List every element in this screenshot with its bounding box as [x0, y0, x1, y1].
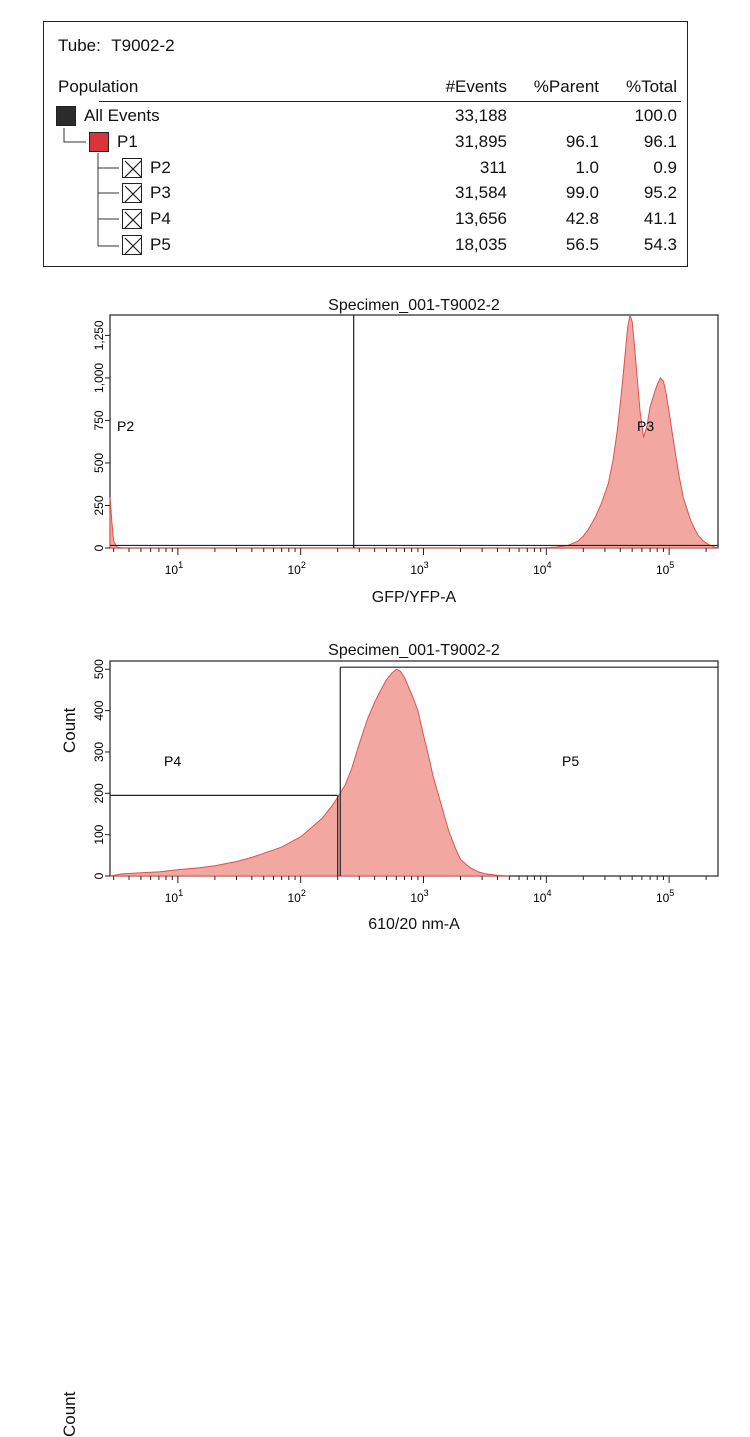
y-tick-label: 500 [92, 453, 106, 473]
y-tick-label: 400 [92, 700, 106, 720]
gate-box-icon [122, 209, 142, 229]
gate-label-p2: P2 [117, 418, 134, 434]
table-row: P1 31,895 96.1 96.1 [44, 132, 687, 156]
table-row: P3 31,584 99.0 95.2 [44, 183, 687, 207]
y-tick-label: 1,000 [92, 363, 106, 393]
population-name: All Events [84, 106, 160, 125]
population-name: P1 [117, 132, 138, 151]
statistics-table: Tube: T9002-2 Population #Events %Parent… [43, 21, 688, 267]
events-value: 311 [479, 158, 507, 177]
population-name: P4 [150, 209, 171, 228]
parent-percent: 96.1 [565, 132, 599, 151]
total-percent: 41.1 [643, 209, 677, 228]
chart-title: Specimen_001-T9002-2 [328, 642, 500, 659]
x-tick-label: 105 [656, 560, 674, 577]
total-percent: 100.0 [634, 106, 677, 125]
parent-percent: 42.8 [565, 209, 599, 228]
y-tick-label: 200 [92, 783, 106, 803]
header-total: %Total [625, 77, 677, 96]
histogram-chart-gfp: 0 250 500 750 1,000 1,250 101 102 103 104 105 P2 P3 [92, 314, 719, 577]
events-value: 13,656 [455, 209, 507, 228]
header-parent: %Parent [533, 77, 599, 96]
population-color-swatch [89, 132, 109, 152]
x-tick-label: 104 [533, 560, 551, 577]
x-tick-label: 103 [410, 560, 428, 577]
tube-line: Tube: T9002-2 [58, 36, 181, 56]
y-tick-label: 100 [92, 824, 106, 844]
table-row: All Events 33,188 100.0 [44, 106, 687, 130]
tube-name: T9002-2 [111, 36, 175, 55]
table-row: P4 13,656 42.8 41.1 [44, 209, 687, 233]
events-value: 31,895 [455, 132, 507, 151]
gate-box-icon [122, 235, 142, 255]
gate-label-p3: P3 [637, 418, 654, 434]
x-tick-label: 102 [288, 560, 306, 577]
parent-percent: 1.0 [575, 158, 599, 177]
y-tick-label: 0 [92, 544, 106, 551]
total-percent: 95.2 [643, 183, 677, 202]
events-value: 18,035 [455, 235, 507, 254]
x-tick-label: 105 [656, 888, 674, 905]
y-tick-label: 750 [92, 410, 106, 430]
gate-label-p4: P4 [164, 753, 181, 769]
x-axis-label: GFP/YFP-A [371, 589, 457, 606]
y-tick-label: 500 [92, 659, 106, 679]
tube-label: Tube: [58, 36, 101, 55]
chart-title: Specimen_001-T9002-2 [328, 297, 500, 314]
total-percent: 0.9 [653, 158, 677, 177]
total-percent: 54.3 [643, 235, 677, 254]
x-axis-label: 610/20 nm-A [368, 916, 460, 933]
gate-box-icon [122, 158, 142, 178]
population-name: P2 [150, 158, 171, 177]
x-tick-label: 102 [288, 888, 306, 905]
histogram-area [109, 314, 719, 549]
y-tick-label: 250 [92, 495, 106, 515]
gate-label-p5: P5 [562, 753, 579, 769]
population-color-swatch [56, 106, 76, 126]
histogram-chart-610: 0 100 200 300 400 500 101 102 103 104 105 P4 P5 [92, 659, 719, 905]
header-events: #Events [445, 77, 507, 96]
histogram-panel-gfp: Specimen_001-T9002-2 Count GFP/YFP-A [0, 295, 750, 753]
header-divider [99, 101, 681, 102]
y-tick-label: 0 [92, 872, 106, 879]
total-percent: 96.1 [643, 132, 677, 151]
x-tick-label: 101 [165, 888, 183, 905]
population-name: P5 [150, 235, 171, 254]
x-tick-label: 103 [410, 888, 428, 905]
y-axis-label: Count [60, 1391, 79, 1437]
header-population: Population [58, 77, 139, 96]
population-name: P3 [150, 183, 171, 202]
table-row: P2 311 1.0 0.9 [44, 158, 687, 182]
events-value: 31,584 [455, 183, 507, 202]
parent-percent: 56.5 [565, 235, 599, 254]
y-tick-label: 1,250 [92, 320, 106, 350]
x-tick-label: 101 [165, 560, 183, 577]
x-tick-label: 104 [533, 888, 551, 905]
histogram-panel-610: Specimen_001-T9002-2 Count 610/20 nm-A [0, 640, 750, 1437]
table-row: P5 18,035 56.5 54.3 [44, 235, 687, 259]
events-value: 33,188 [455, 106, 507, 125]
y-tick-label: 300 [92, 742, 106, 762]
parent-percent: 99.0 [565, 183, 599, 202]
table-header: Population #Events %Parent %Total [44, 77, 687, 101]
histogram-area [109, 668, 510, 877]
gate-box-icon [122, 183, 142, 203]
